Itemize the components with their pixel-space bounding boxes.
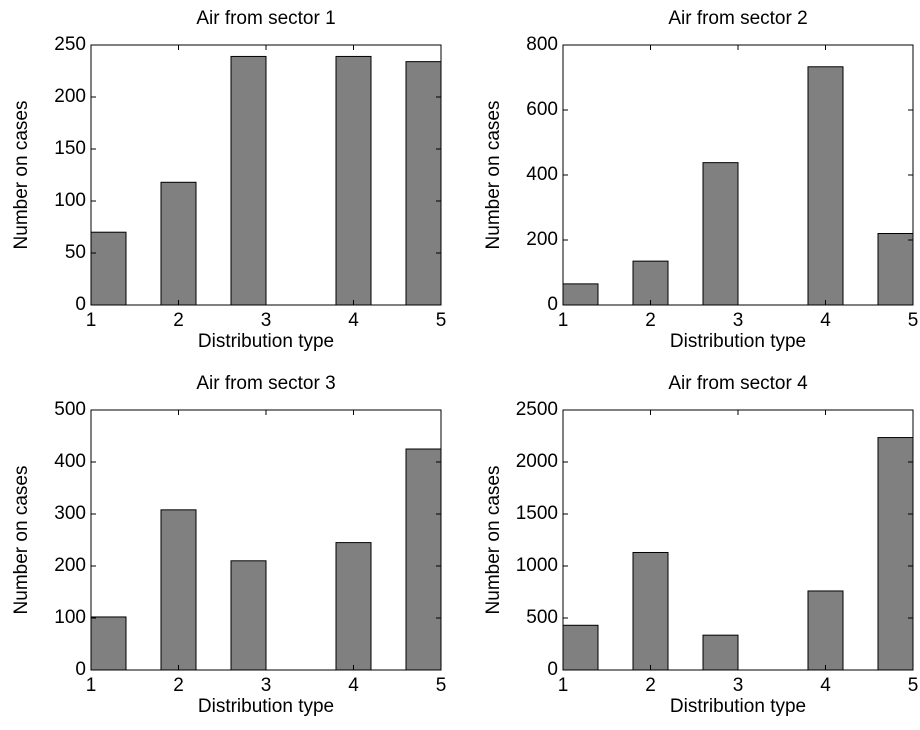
bar (877, 437, 914, 671)
x-tick-label: 5 (908, 675, 919, 696)
x-tick-label: 2 (173, 310, 184, 331)
bar (807, 590, 844, 671)
x-tick-label: 3 (733, 310, 744, 331)
x-axis-label: Distribution type (670, 331, 806, 352)
bar (335, 55, 372, 306)
axes-frame (562, 409, 914, 671)
x-tick-label: 5 (436, 310, 447, 331)
x-tick-label: 3 (733, 675, 744, 696)
x-tick-label: 1 (558, 675, 569, 696)
y-tick-label: 100 (54, 190, 86, 211)
y-tick-label: 2500 (516, 399, 558, 420)
x-axis-label: Distribution type (198, 331, 334, 352)
y-tick-label: 400 (526, 164, 558, 185)
x-tick-label: 1 (558, 310, 569, 331)
y-tick-label: 400 (54, 451, 86, 472)
y-tick-label: 2000 (516, 451, 558, 472)
y-tick-label: 0 (75, 659, 86, 680)
y-tick-label: 150 (54, 138, 86, 159)
y-tick-label: 500 (526, 607, 558, 628)
x-tick-label: 4 (348, 675, 359, 696)
x-tick-label: 3 (261, 310, 272, 331)
x-tick-label: 2 (173, 675, 184, 696)
chart-title: Air from sector 2 (668, 8, 807, 29)
bar (230, 55, 267, 306)
bar (632, 551, 669, 671)
y-tick-label: 0 (75, 294, 86, 315)
y-axis-label: Number on cases (11, 101, 32, 250)
x-axis-label: Distribution type (670, 696, 806, 717)
y-tick-label: 100 (54, 607, 86, 628)
bar (160, 181, 197, 306)
bar (230, 560, 267, 671)
bar (702, 634, 739, 671)
x-tick-label: 3 (261, 675, 272, 696)
bar (405, 61, 442, 306)
x-tick-label: 1 (86, 310, 97, 331)
bar (160, 509, 197, 671)
bar (90, 616, 127, 671)
y-axis-label: Number on cases (11, 466, 32, 615)
y-tick-label: 200 (54, 86, 86, 107)
bar (632, 260, 669, 306)
x-tick-label: 1 (86, 675, 97, 696)
x-tick-label: 2 (645, 310, 656, 331)
y-tick-label: 1000 (516, 555, 558, 576)
y-tick-label: 0 (547, 659, 558, 680)
bar (405, 448, 442, 671)
x-axis-label: Distribution type (198, 696, 334, 717)
x-tick-label: 5 (436, 675, 447, 696)
y-tick-label: 500 (54, 399, 86, 420)
y-tick-label: 600 (526, 99, 558, 120)
bar (807, 66, 844, 306)
y-tick-label: 200 (54, 555, 86, 576)
y-tick-label: 1500 (516, 503, 558, 524)
y-axis-label: Number on cases (483, 101, 504, 250)
y-tick-label: 800 (526, 34, 558, 55)
y-axis-label: Number on cases (483, 466, 504, 615)
bar (90, 231, 127, 306)
bar (877, 233, 914, 306)
bar (335, 542, 372, 671)
x-tick-label: 4 (348, 310, 359, 331)
y-tick-label: 200 (526, 229, 558, 250)
chart-title: Air from sector 3 (196, 373, 335, 394)
y-tick-label: 0 (547, 294, 558, 315)
bar (562, 283, 599, 306)
chart-title: Air from sector 4 (668, 373, 808, 394)
chart-title: Air from sector 1 (196, 8, 335, 29)
y-tick-label: 50 (65, 242, 86, 263)
x-tick-label: 2 (645, 675, 656, 696)
x-tick-label: 5 (908, 310, 919, 331)
x-tick-label: 4 (820, 310, 831, 331)
x-tick-label: 4 (820, 675, 831, 696)
y-tick-label: 300 (54, 503, 86, 524)
bar (702, 162, 739, 306)
y-tick-label: 250 (54, 34, 86, 55)
bar (562, 624, 599, 671)
